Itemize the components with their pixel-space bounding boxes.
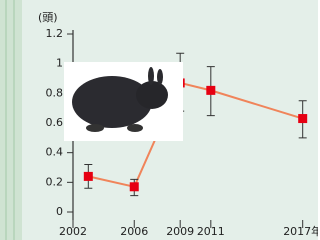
y-tick-label: 0.4 <box>46 146 64 159</box>
y-axis-label: (頭) <box>38 11 58 24</box>
x-tick-label: 2002 <box>59 225 87 238</box>
y-tick-label: 0 <box>56 205 63 218</box>
y-tick-label: 0.6 <box>46 116 64 129</box>
y-tick-label: 1.2 <box>46 27 64 40</box>
y-tick-label: 0.2 <box>46 175 64 188</box>
y-tick-label: 1 <box>56 57 63 70</box>
rabbit-foot <box>86 124 104 132</box>
marker <box>206 86 215 95</box>
chart: (頭) 0 0.2 0.4 0.6 0.8 1 1.2 2002 2006 20092011 201… <box>0 0 318 240</box>
x-tick-label: 2009 <box>166 225 194 238</box>
rabbit-head <box>136 81 168 109</box>
photo <box>64 62 183 141</box>
x-tick-label: 2017年 <box>283 224 318 238</box>
rabbit-foot <box>127 124 143 132</box>
x-tick-label: 2006 <box>120 225 148 238</box>
rabbit-ear <box>148 67 154 85</box>
left-border <box>0 0 22 240</box>
rabbit-ear <box>157 69 163 85</box>
y-tick-label: 0.8 <box>46 86 64 99</box>
marker <box>130 182 139 191</box>
marker <box>84 172 93 181</box>
x-tick-label: 2011 <box>197 225 225 238</box>
marker <box>298 114 307 123</box>
